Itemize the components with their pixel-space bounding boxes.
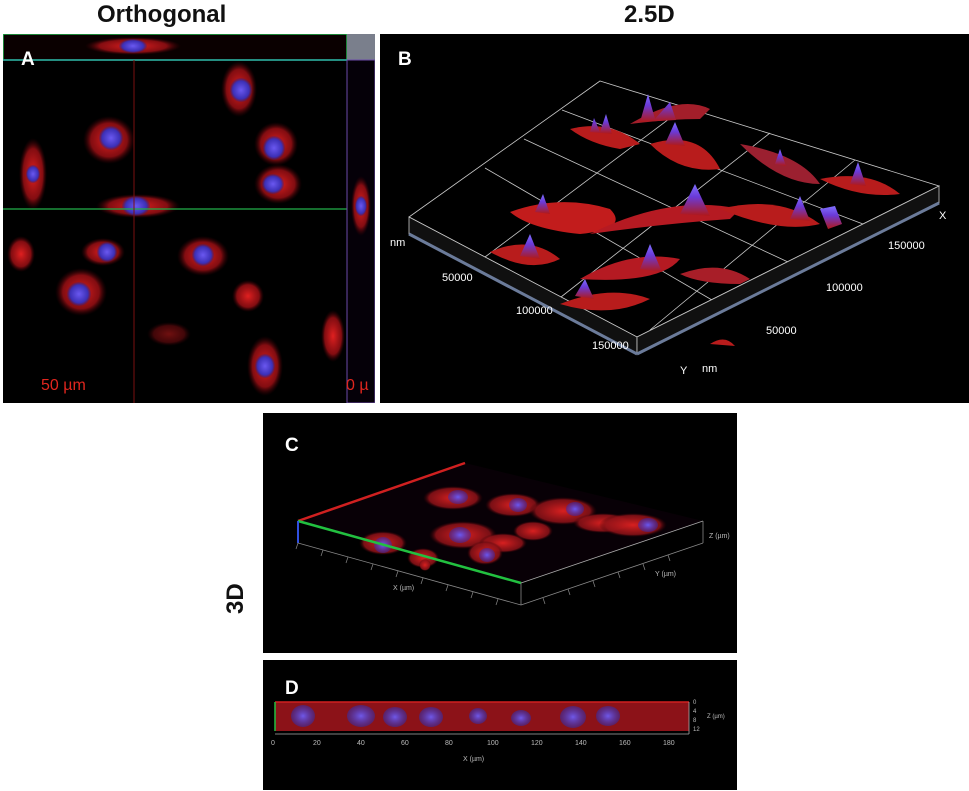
- d-x-tick: 80: [445, 740, 453, 747]
- micrograph-a: [3, 34, 375, 403]
- scale-bar-label-right: 0 µ: [346, 377, 369, 394]
- d-z-tick: 0: [693, 700, 697, 706]
- d-x-tick: 120: [531, 740, 543, 747]
- panel-letter-d: D: [285, 678, 299, 699]
- cells-a: [7, 61, 345, 396]
- axis-y-label: Y: [680, 365, 688, 377]
- nuclei-d: [291, 705, 620, 728]
- axis-unit-right: nm: [702, 363, 718, 375]
- axis-x-label: X: [939, 210, 947, 222]
- scale-bar-label: 50 µm: [41, 377, 86, 394]
- panel-a-orthogonal-view: A 50 µm 0 µ: [3, 34, 375, 403]
- panel-letter-b: B: [398, 49, 412, 70]
- cells-c: [359, 486, 667, 571]
- panel-letter-a: A: [21, 49, 35, 70]
- d-x-tick: 140: [575, 740, 587, 747]
- d-z-tick: 12: [693, 727, 700, 733]
- d-x-axis-label: X (µm): [463, 756, 485, 763]
- volume-render-c: [295, 461, 704, 606]
- d-z-tick: 4: [693, 709, 697, 715]
- d-x-tick: 160: [619, 740, 631, 747]
- d-x-ticks: 0 20 40 60 80 100 120 140 160 180: [271, 740, 691, 750]
- x-tick-3: 150000: [888, 240, 925, 252]
- surface-plot-b: [408, 80, 941, 356]
- cell-peaks-b: [490, 94, 900, 346]
- panel-c-3d-view: C X (µm) Y (µm) Z (µm): [263, 413, 737, 653]
- d-z-axis-label: Z (µm): [707, 714, 725, 720]
- heading-3d: 3D: [222, 583, 249, 614]
- d-x-tick: 20: [313, 740, 321, 747]
- c-z-axis-label: Z (µm): [709, 533, 730, 540]
- d-x-tick: 100: [487, 740, 499, 747]
- y-tick-1: 50000: [442, 272, 473, 284]
- panel-b-2-5d-view: B nm X Y nm 50000 100000 150000 50000 10…: [380, 34, 969, 403]
- y-tick-3: 150000: [592, 340, 629, 352]
- d-x-tick: 60: [401, 740, 409, 747]
- axis-unit-left: nm: [390, 237, 406, 249]
- d-z-tick: 8: [693, 718, 697, 724]
- c-x-axis-label: X (µm): [393, 585, 415, 592]
- d-x-tick: 40: [357, 740, 365, 747]
- side-projection-d: [274, 701, 690, 735]
- heading-2-5d: 2.5D: [624, 1, 675, 28]
- d-x-tick: 180: [663, 740, 675, 747]
- d-z-ticks: 0 4 8 12: [693, 700, 733, 736]
- y-tick-2: 100000: [516, 305, 553, 317]
- panel-letter-c: C: [285, 435, 299, 456]
- heading-orthogonal: Orthogonal: [97, 1, 227, 28]
- x-tick-2: 100000: [826, 282, 863, 294]
- c-y-axis-label: Y (µm): [655, 571, 677, 578]
- d-x-tick: 0: [271, 740, 275, 747]
- panel-d-side-view: D 0 20 40 60 80 100 120 140 160 180 X (µ…: [263, 660, 737, 790]
- x-tick-1: 50000: [766, 325, 797, 337]
